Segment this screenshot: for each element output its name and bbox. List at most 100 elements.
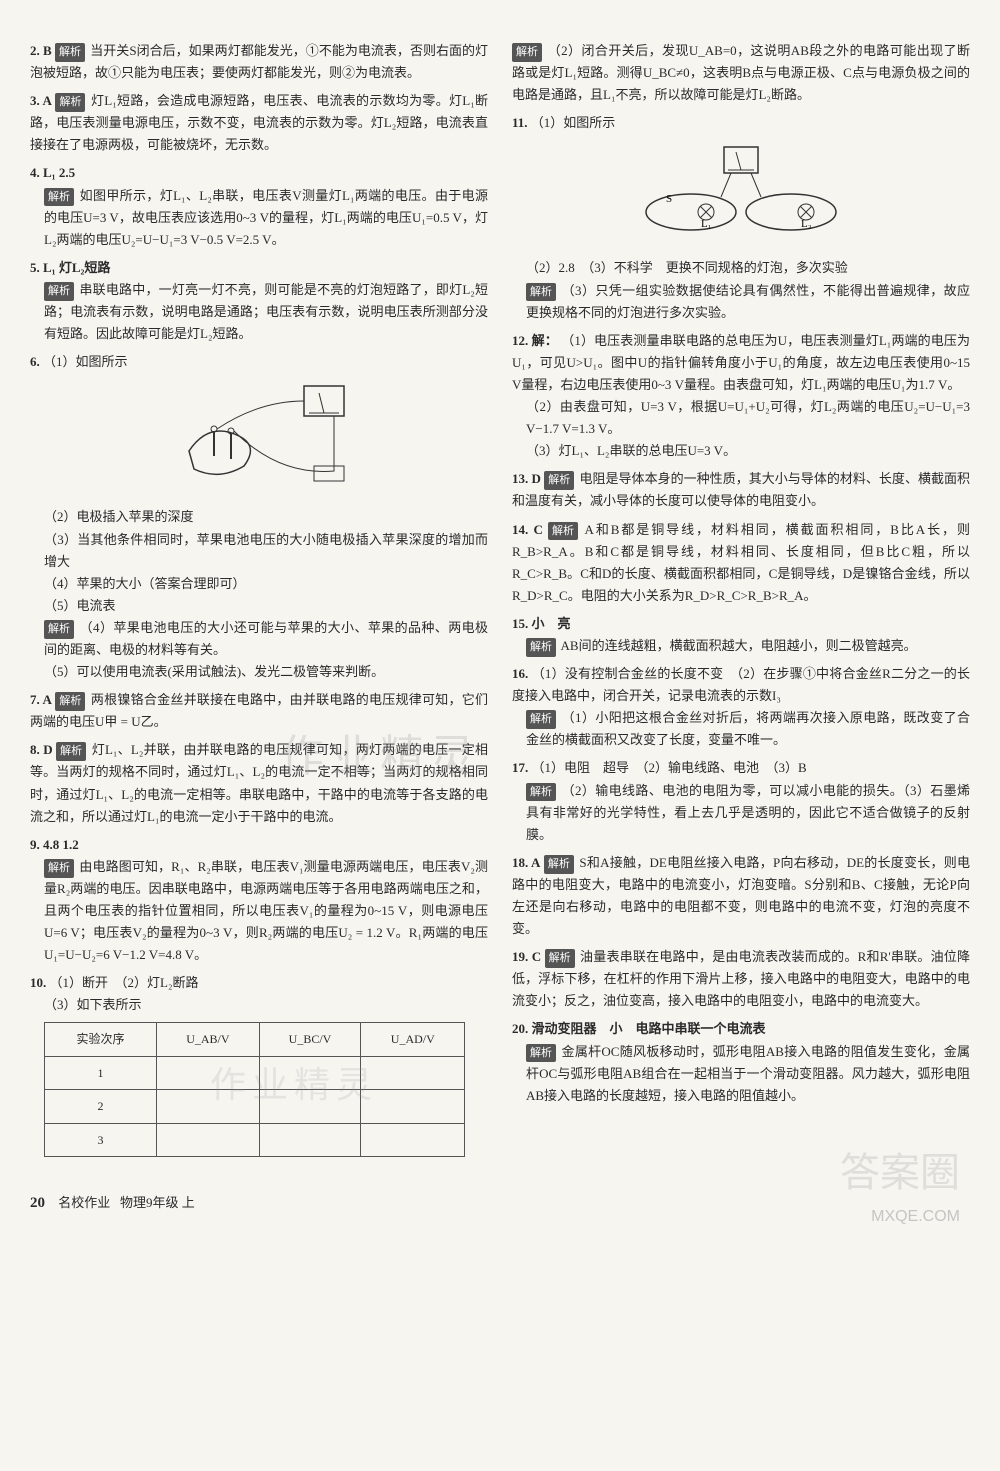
page-number: 20 — [30, 1195, 45, 1211]
analysis-tag: 解析 — [544, 855, 574, 874]
svg-text:S: S — [666, 193, 672, 205]
q10-p1: （1）断开 （2）灯L₂断路 — [50, 975, 199, 990]
th-2: U_BC/V — [259, 1023, 361, 1056]
page: 2. B 解析 当开关S闭合后，如果两灯都能发光，①不能为电流表，否则右面的灯泡… — [30, 40, 970, 1167]
analysis-tag: 解析 — [548, 522, 578, 541]
analysis-tag: 解析 — [44, 620, 74, 639]
q2-text: 当开关S闭合后，如果两灯都能发光，①不能为电流表，否则右面的灯泡被短路，故①只能… — [30, 43, 488, 80]
q11-p1: （1）如图所示 — [531, 115, 616, 130]
q7: 7. A 解析 两根镍铬合金丝并联接在电路中，由并联电路的电压规律可知，它们两端… — [30, 689, 488, 733]
q18: 18. A 解析 S和A接触，DE电阻丝接入电路，P向右移动，DE的长度变长，则… — [512, 852, 970, 940]
analysis-tag: 解析 — [44, 859, 74, 878]
q10c-text: （2）闭合开关后，发现U_AB=0，这说明AB段之外的电路可能出现了断路或是灯L… — [512, 43, 970, 102]
q3-num: 3. A — [30, 93, 52, 108]
q6-a1: （4）苹果电池电压的大小还可能与苹果的大小、苹果的品种、两电极间的距离、电极的材… — [44, 620, 488, 657]
q9: 9. 4.8 1.2 解析 由电路图可知，R₁、R₂串联，电压表V₁测量电源两端… — [30, 834, 488, 967]
q6: 6. （1）如图所示 （2）电极插入苹果的深度 （3）当其 — [30, 351, 488, 683]
q13-text: 电阻是导体本身的一种性质，其大小与导体的材料、长度、横截面积和温度有关，减小导体… — [512, 471, 970, 508]
q3-text: 灯L₁短路，会造成电源短路，电压表、电流表的示数均为零。灯L₁断路，电压表测量电… — [30, 93, 488, 152]
q16: 16. （1）没有控制合金丝的长度不变 （2）在步骤①中将合金丝R二分之一的长度… — [512, 663, 970, 751]
q16-text: （1）小阳把这根合金丝对折后，将两端再次接入原电路，既改变了合金丝的横截面积又改… — [526, 710, 970, 747]
q17-num: 17. — [512, 760, 528, 775]
q16-num: 16. — [512, 666, 528, 681]
q14-num: 14. C — [512, 522, 543, 537]
analysis-tag: 解析 — [526, 638, 556, 657]
analysis-tag: 解析 — [55, 93, 85, 112]
q6-figure — [30, 381, 488, 498]
q13: 13. D 解析 电阻是导体本身的一种性质，其大小与导体的材料、长度、横截面积和… — [512, 468, 970, 512]
q3: 3. A 解析 灯L₁短路，会造成电源短路，电压表、电流表的示数均为零。灯L₁断… — [30, 90, 488, 156]
q18-num: 18. A — [512, 855, 540, 870]
q19-text: 油量表串联在电路中，是由电流表改装而成的。R和R'串联。油位降低，浮标下移，在杠… — [512, 949, 970, 1008]
q15-num: 15. 小 亮 — [512, 616, 571, 631]
q6-p3: （3）当其他条件相同时，苹果电池电压的大小随电极插入苹果深度的增加而增大 — [30, 529, 488, 573]
q14-text: A和B都是铜导线，材料相同，横截面积相同，B比A长，则R_B>R_A。B和C都是… — [512, 522, 970, 603]
q17-p1: （1）电阻 超导 （2）输电线路、电池 （3）B — [532, 760, 807, 775]
q19-num: 19. C — [512, 949, 541, 964]
q9-text: 由电路图可知，R₁、R₂串联，电压表V₁测量电源两端电压，电压表V₂测量R₂两端… — [44, 859, 488, 962]
q10c: 解析 （2）闭合开关后，发现U_AB=0，这说明AB段之外的电路可能出现了断路或… — [512, 40, 970, 106]
q6-a2: （5）可以使用电流表(采用试触法)、发光二极管等来判断。 — [30, 661, 488, 683]
q10-table: 实验次序 U_AB/V U_BC/V U_AD/V 1 2 3 — [44, 1022, 465, 1157]
left-column: 2. B 解析 当开关S闭合后，如果两灯都能发光，①不能为电流表，否则右面的灯泡… — [30, 40, 488, 1167]
right-column: 解析 （2）闭合开关后，发现U_AB=0，这说明AB段之外的电路可能出现了断路或… — [512, 40, 970, 1167]
q17-text: （2）输电线路、电池的电阻为零，可以减小电能的损失。（3）石墨烯具有非常好的光学… — [526, 783, 970, 842]
q8: 8. D 解析 灯L₁、L₂并联，由并联电路的电压规律可知，两灯两端的电压一定相… — [30, 739, 488, 827]
q2: 2. B 解析 当开关S闭合后，如果两灯都能发光，①不能为电流表，否则右面的灯泡… — [30, 40, 488, 84]
analysis-tag: 解析 — [526, 783, 556, 802]
analysis-tag: 解析 — [55, 43, 85, 62]
book-title: 名校作业 — [58, 1195, 110, 1210]
q20-num: 20. 滑动变阻器 小 电路中串联一个电流表 — [512, 1021, 766, 1036]
q12-p3: （3）灯L₁、L₂串联的总电压U=3 V。 — [512, 440, 970, 462]
q11: 11. （1）如图所示 S L₁ L₂ — [512, 112, 970, 323]
q6-p1: （1）如图所示 — [43, 354, 128, 369]
q10: 10. （1）断开 （2）灯L₂断路 （3）如下表所示 实验次序 U_AB/V … — [30, 972, 488, 1157]
analysis-tag: 解析 — [526, 1044, 556, 1063]
q10-num: 10. — [30, 975, 46, 990]
th-0: 实验次序 — [45, 1023, 157, 1056]
analysis-tag: 解析 — [56, 742, 86, 761]
q17: 17. （1）电阻 超导 （2）输电线路、电池 （3）B 解析 （2）输电线路、… — [512, 757, 970, 845]
analysis-tag: 解析 — [512, 43, 542, 62]
footer: 20 名校作业 物理9年级 上 — [30, 1191, 970, 1217]
q11-figure: S L₁ L₂ — [512, 142, 970, 249]
q12-p2: （2）由表盘可知，U=3 V，根据U=U₁+U₂可得，灯L₂两端的电压U₂=U−… — [512, 396, 970, 440]
q14: 14. C 解析 A和B都是铜导线，材料相同，横截面积相同，B比A长，则R_B>… — [512, 519, 970, 607]
q19: 19. C 解析 油量表串联在电路中，是由电流表改装而成的。R和R'串联。油位降… — [512, 946, 970, 1012]
q4-num: 4. L₁ 2.5 — [30, 165, 75, 180]
q11-num: 11. — [512, 115, 528, 130]
q12-p1: （1）电压表测量串联电路的总电压为U，电压表测量灯L₁两端的电压为U₁，可见U>… — [512, 333, 970, 392]
q11-p2: （2）2.8 （3）不科学 更换不同规格的灯泡，多次实验 — [512, 257, 970, 279]
q4-text: 如图甲所示，灯L₁、L₂串联，电压表V测量灯L₁两端的电压。由于电源的电压U=3… — [44, 188, 488, 247]
analysis-tag: 解析 — [544, 471, 574, 490]
q9-num: 9. 4.8 1.2 — [30, 837, 79, 852]
q20: 20. 滑动变阻器 小 电路中串联一个电流表 解析 金属杆OC随风板移动时，弧形… — [512, 1018, 970, 1106]
q6-p4: （4）苹果的大小（答案合理即可） — [30, 573, 488, 595]
q8-num: 8. D — [30, 742, 53, 757]
analysis-tag: 解析 — [44, 282, 74, 301]
th-1: U_AB/V — [156, 1023, 259, 1056]
th-3: U_AD/V — [361, 1023, 465, 1056]
table-header-row: 实验次序 U_AB/V U_BC/V U_AD/V — [45, 1023, 465, 1056]
q10-p3: （3）如下表所示 — [30, 994, 488, 1016]
q6-p5: （5）电流表 — [30, 595, 488, 617]
subject: 物理9年级 上 — [120, 1195, 195, 1210]
q8-text: 灯L₁、L₂并联，由并联电路的电压规律可知，两灯两端的电压一定相等。当两灯的规格… — [30, 742, 488, 823]
q18-text: S和A接触，DE电阻丝接入电路，P向右移动，DE的长度变长，则电路中的电阻变大，… — [512, 855, 970, 936]
q11-text: （3）只凭一组实验数据使结论具有偶然性，不能得出普遍规律，故应更换规格不同的灯泡… — [526, 283, 970, 320]
q12: 12. 解： （1）电压表测量串联电路的总电压为U，电压表测量灯L₁两端的电压为… — [512, 330, 970, 463]
q16-p1: （1）没有控制合金丝的长度不变 （2）在步骤①中将合金丝R二分之一的长度接入电路… — [512, 666, 970, 703]
q15: 15. 小 亮 解析 AB间的连线越粗，横截面积越大，电阻越小，则二极管越亮。 — [512, 613, 970, 657]
q6-num: 6. — [30, 354, 40, 369]
q4: 4. L₁ 2.5 解析 如图甲所示，灯L₁、L₂串联，电压表V测量灯L₁两端的… — [30, 162, 488, 250]
q7-num: 7. A — [30, 692, 52, 707]
analysis-tag: 解析 — [55, 692, 85, 711]
table-row: 3 — [45, 1123, 465, 1156]
analysis-tag: 解析 — [44, 188, 74, 207]
q12-num: 12. 解： — [512, 333, 558, 348]
analysis-tag: 解析 — [545, 949, 575, 968]
analysis-tag: 解析 — [526, 283, 556, 302]
q2-num: 2. B — [30, 43, 52, 58]
q5: 5. L₁ 灯L₂短路 解析 串联电路中，一灯亮一灯不亮，则可能是不亮的灯泡短路… — [30, 257, 488, 345]
q7-text: 两根镍铬合金丝并联接在电路中，由并联电路的电压规律可知，它们两端的电压U甲 = … — [30, 692, 488, 729]
